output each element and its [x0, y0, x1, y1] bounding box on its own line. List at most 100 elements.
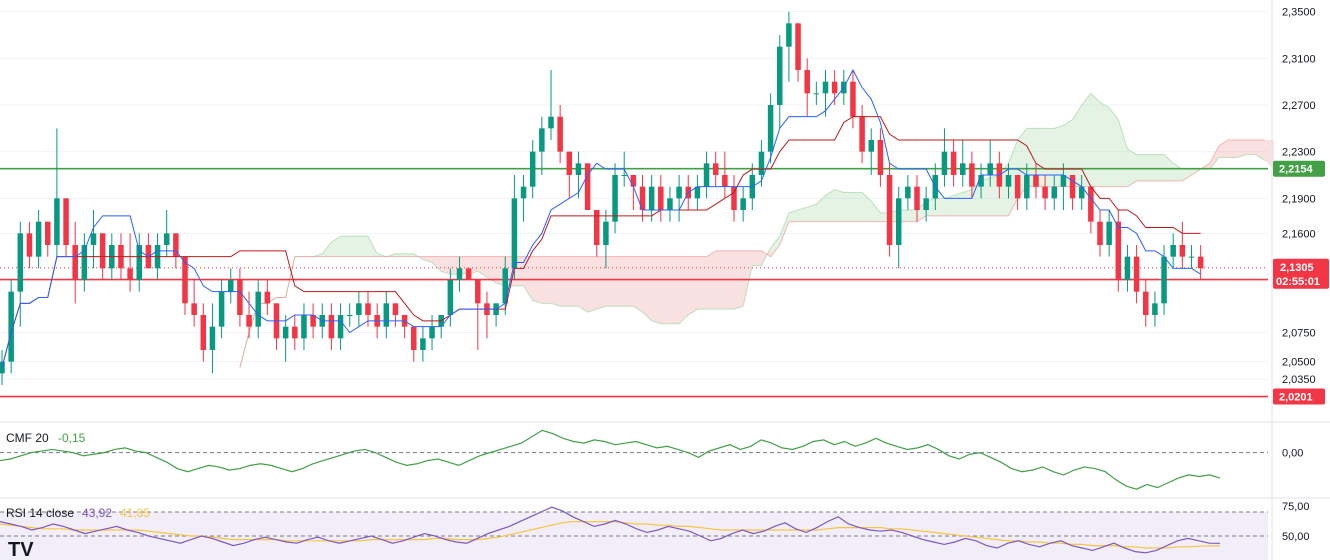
candle-body: [72, 245, 78, 280]
candle-body: [1152, 303, 1158, 315]
price-tick-label: 2,2700: [1282, 100, 1316, 112]
cloud-segment: [679, 256, 689, 324]
rsi-pane: 75,00 50,00: [0, 501, 1310, 560]
cloud-segment: [1173, 163, 1183, 181]
candle-body: [648, 186, 655, 210]
cloud-segment: [1035, 128, 1046, 187]
cloud-segment: [1063, 119, 1073, 187]
cloud-segment: [1237, 140, 1247, 158]
candle-body: [539, 128, 545, 152]
cmf-tick-label: 0,00: [1282, 448, 1303, 460]
cloud-segment: [1145, 154, 1155, 181]
candle-body: [411, 326, 417, 350]
candle-body: [960, 163, 966, 175]
candle-body: [365, 303, 371, 315]
cloud-segment: [331, 236, 341, 257]
cmf-value: -0,15: [58, 431, 86, 445]
cloud-segment: [807, 204, 817, 222]
candle-body: [383, 303, 390, 327]
rsi-tick-label: 50,00: [1282, 531, 1310, 543]
cloud-segment: [422, 256, 433, 263]
candle-body: [621, 175, 627, 176]
cloud-segment: [642, 256, 652, 321]
cloud-segment: [1246, 140, 1256, 155]
cloud-segment: [441, 256, 451, 275]
candle-body: [1161, 256, 1167, 304]
cloud-segment: [862, 192, 872, 222]
price-tick-label: 2,2300: [1282, 147, 1316, 159]
cloud-segment: [843, 192, 853, 222]
cloud-segment: [1081, 93, 1091, 187]
candle-body: [45, 221, 51, 245]
candle-body: [905, 186, 911, 199]
candle-body: [346, 315, 353, 316]
candle-body: [1033, 175, 1039, 187]
candle-body: [712, 163, 719, 175]
candle-body: [475, 280, 481, 304]
candle-body: [566, 151, 573, 175]
candle-body: [895, 198, 902, 245]
candle-body: [584, 163, 591, 210]
candle-body: [1097, 221, 1103, 245]
cloud-segment: [605, 256, 616, 307]
price-tick-label: 2,0350: [1282, 374, 1316, 386]
candle-body: [173, 233, 179, 257]
candle-body: [520, 186, 527, 199]
candle-body: [950, 151, 957, 175]
cloud-segment: [1054, 125, 1064, 187]
candle-body: [511, 198, 518, 269]
candle-body: [786, 23, 792, 47]
cloud-segment: [560, 256, 570, 307]
cmf-pane: 0,00: [0, 429, 1303, 490]
candle-body: [850, 81, 856, 117]
cloud-segment: [587, 256, 597, 313]
candle-body: [447, 280, 454, 315]
cloud-segment: [1127, 148, 1137, 187]
cloud-segment: [1182, 169, 1192, 181]
candle-body: [575, 163, 582, 175]
candle-body: [987, 163, 993, 175]
candle-body: [795, 23, 801, 70]
candle-body: [914, 186, 920, 210]
candle-body: [1106, 221, 1112, 245]
cloud-segment: [1136, 154, 1146, 181]
cloud-segment: [1218, 140, 1229, 158]
rsi-value: 43,92: [82, 506, 112, 520]
candle-body: [722, 175, 728, 187]
candle-body: [676, 186, 682, 199]
candle-body: [777, 46, 783, 105]
senkou-span-b-line: [239, 139, 1265, 368]
candle-body: [255, 291, 261, 327]
candle-body: [1069, 175, 1076, 199]
candle-body: [310, 315, 316, 327]
last-price-label: 2,1305: [1280, 262, 1314, 274]
price-tick-label: 2,1600: [1282, 228, 1316, 240]
cloud-segment: [432, 256, 442, 272]
cloud-segment: [907, 210, 917, 222]
horizontal-levels: [0, 167, 1268, 398]
level-badge-label: 2,0201: [1279, 392, 1313, 404]
candle-body: [822, 81, 829, 94]
candle-body: [8, 291, 14, 362]
candle-body: [1188, 256, 1195, 258]
tradingview-logo[interactable]: TV: [8, 539, 34, 560]
candle-body: [1197, 256, 1204, 269]
cloud-segment: [633, 256, 643, 313]
candle-body: [228, 280, 234, 292]
cloud-segment: [340, 236, 350, 257]
candle-body: [191, 303, 197, 315]
candle-body: [1014, 175, 1021, 199]
level-badge-label: 2,2154: [1279, 164, 1314, 176]
cmf-title: CMF 20: [6, 431, 49, 445]
cloud-segment: [788, 210, 799, 222]
candle-body: [99, 233, 106, 269]
candle-body: [868, 140, 874, 152]
level-badge: [1273, 160, 1325, 177]
candle-body: [63, 198, 69, 245]
cloud-segment: [358, 236, 368, 257]
cloud-segment: [669, 256, 680, 324]
cmf-line: [0, 429, 1221, 490]
rsi-title: RSI 14 close: [6, 506, 74, 520]
cloud-segment: [596, 256, 606, 310]
